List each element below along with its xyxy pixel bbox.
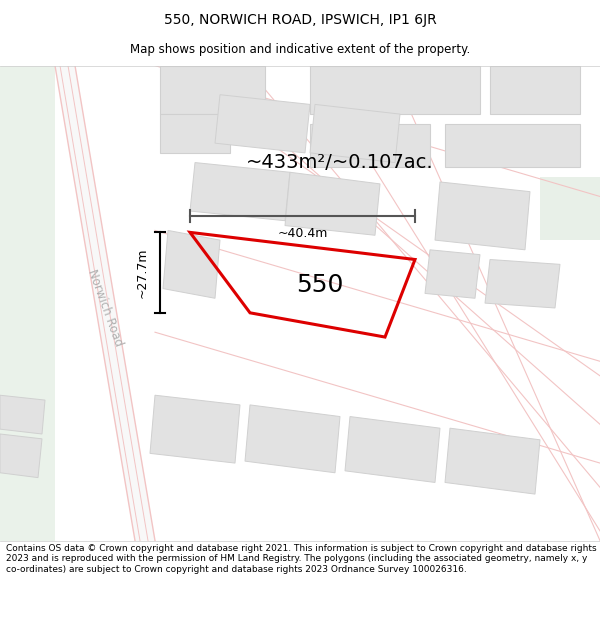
Polygon shape <box>0 434 42 478</box>
Polygon shape <box>490 66 580 114</box>
Polygon shape <box>160 66 265 114</box>
Polygon shape <box>150 395 240 463</box>
Polygon shape <box>0 66 55 541</box>
Text: 550: 550 <box>296 273 344 298</box>
Polygon shape <box>310 66 480 114</box>
Polygon shape <box>285 173 380 235</box>
Polygon shape <box>310 124 430 168</box>
Polygon shape <box>540 177 600 240</box>
Polygon shape <box>215 95 310 153</box>
Polygon shape <box>445 428 540 494</box>
Polygon shape <box>445 124 580 168</box>
Text: Norwich Road: Norwich Road <box>85 268 125 348</box>
Text: Map shows position and indicative extent of the property.: Map shows position and indicative extent… <box>130 43 470 56</box>
Polygon shape <box>435 182 530 250</box>
Polygon shape <box>0 395 45 434</box>
Polygon shape <box>425 250 480 298</box>
Text: 550, NORWICH ROAD, IPSWICH, IP1 6JR: 550, NORWICH ROAD, IPSWICH, IP1 6JR <box>164 13 436 27</box>
Polygon shape <box>160 114 230 153</box>
Polygon shape <box>163 231 220 298</box>
Text: ~27.7m: ~27.7m <box>136 248 149 298</box>
Polygon shape <box>485 259 560 308</box>
Polygon shape <box>310 104 400 162</box>
Text: Contains OS data © Crown copyright and database right 2021. This information is : Contains OS data © Crown copyright and d… <box>6 544 596 574</box>
Polygon shape <box>55 66 155 541</box>
Text: ~40.4m: ~40.4m <box>277 227 328 240</box>
Polygon shape <box>345 416 440 482</box>
Text: ~433m²/~0.107ac.: ~433m²/~0.107ac. <box>246 153 434 172</box>
Polygon shape <box>190 162 290 221</box>
Polygon shape <box>245 405 340 472</box>
